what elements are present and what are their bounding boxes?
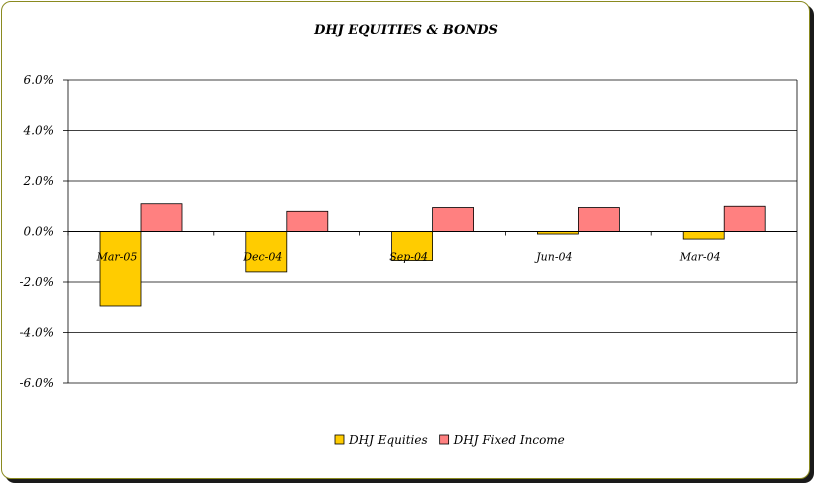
y-tick-label: -2.0% [19,275,54,289]
y-axis-ticks: 6.0% 4.0% 2.0% 0.0% -2.0% -4.0% -6.0% [19,73,54,390]
category-label: Jun-04 [534,251,572,264]
bar-equities [683,232,724,240]
category-label: Sep-04 [389,251,428,264]
bar-fixed-income [433,208,474,232]
y-tick-label: 0.0% [24,225,55,239]
bar-fixed-income [141,204,182,232]
y-tick-label: 2.0% [23,174,55,188]
bar-fixed-income [724,206,765,231]
legend-swatch [440,435,449,444]
legend-label: DHJ Fixed Income [453,433,565,447]
y-tick-label: 6.0% [24,73,55,87]
bar-equities [100,232,141,306]
bar-fixed-income [578,208,619,232]
category-label: Mar-05 [96,251,138,264]
legend-label: DHJ Equities [348,433,428,447]
chart-title: DHJ EQUITIES & BONDS [313,23,498,38]
legend-swatch [335,435,344,444]
y-tick-label: 4.0% [23,124,55,138]
legend: DHJ Equities DHJ Fixed Income [335,433,565,447]
y-tick-label: -4.0% [19,326,54,340]
category-label: Mar-04 [679,251,721,264]
bar-fixed-income [287,211,328,231]
category-label: Dec-04 [242,251,282,264]
y-tick-label: -6.0% [19,376,54,390]
category-labels: Mar-05 Dec-04 Sep-04 Jun-04 Mar-04 [96,251,721,264]
